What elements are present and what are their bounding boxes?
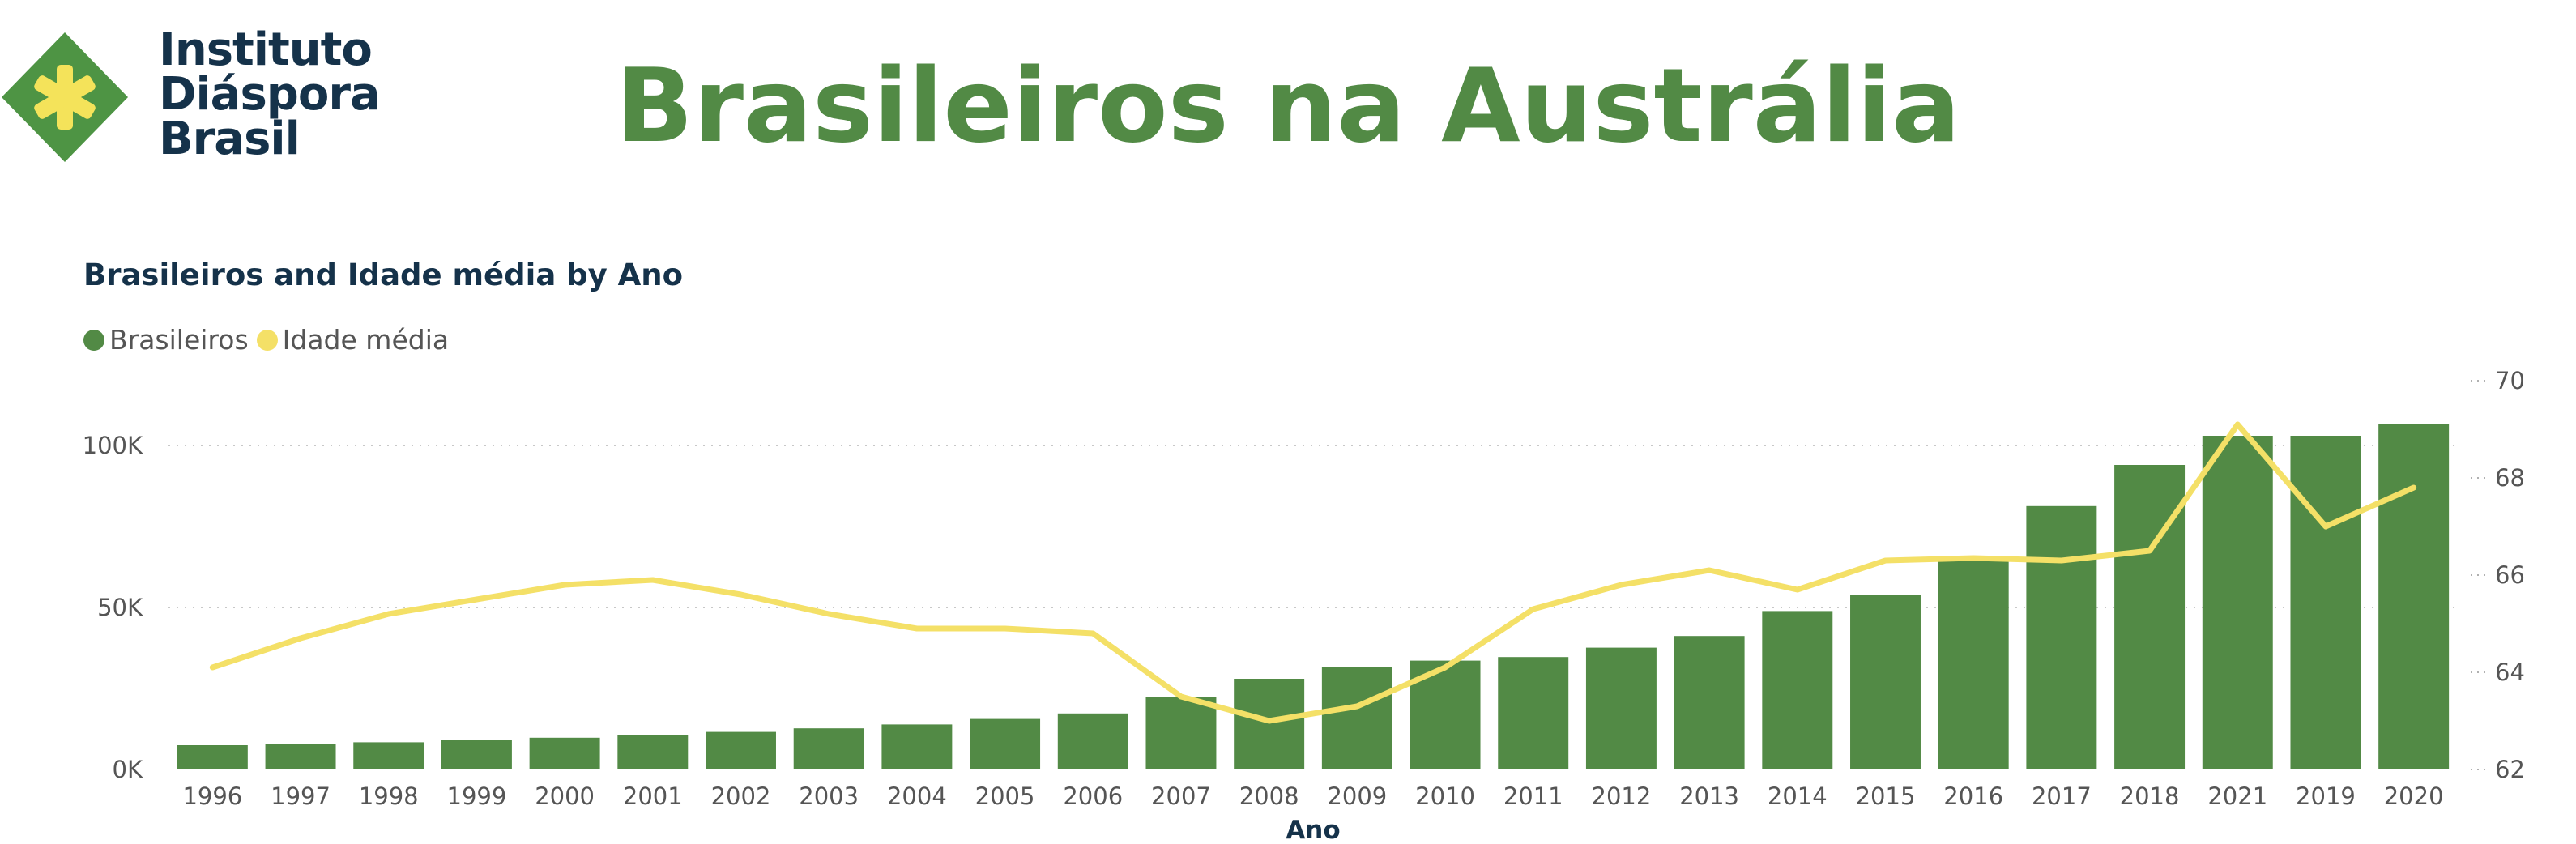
- bar-2012: [1585, 647, 1657, 769]
- bar-2008: [1234, 679, 1305, 769]
- x-tick-label: 2000: [535, 782, 595, 810]
- bar-2019: [2290, 436, 2361, 769]
- x-tick-label: 2018: [2120, 782, 2180, 810]
- bar-2006: [1057, 713, 1128, 769]
- x-tick-label: 2009: [1327, 782, 1387, 810]
- x-tick-label: 2015: [1856, 782, 1916, 810]
- chart-legend: Brasileiros Idade média: [83, 324, 457, 356]
- bar-2001: [617, 735, 689, 769]
- logo-line-3: Brasil: [159, 113, 301, 165]
- x-tick-label: 2020: [2384, 782, 2444, 810]
- bar-1997: [265, 744, 336, 769]
- bar-2005: [970, 718, 1041, 769]
- y-right-tick-label: 66: [2495, 561, 2525, 589]
- y-right-tick-label: 70: [2495, 367, 2525, 394]
- logo-text: Instituto Diáspora Brasil: [159, 23, 381, 165]
- bar-2000: [529, 737, 600, 769]
- bar-2014: [1762, 611, 1833, 769]
- page-title: Brasileiros na Austrália: [615, 46, 1961, 165]
- x-tick-label: 2011: [1503, 782, 1563, 810]
- x-tick-label: 1999: [447, 782, 507, 810]
- bar-2015: [1850, 595, 1921, 769]
- bar-2017: [2026, 505, 2097, 769]
- legend-item-brasileiros[interactable]: Brasileiros: [83, 324, 249, 356]
- x-tick-label: 1998: [359, 782, 419, 810]
- logo-diamond-star-icon: [2, 32, 128, 162]
- x-tick-label: 2007: [1151, 782, 1211, 810]
- bar-1996: [177, 745, 248, 769]
- x-tick-label: 2003: [799, 782, 859, 810]
- bar-2013: [1674, 636, 1745, 769]
- y-left-tick-label: 50K: [97, 594, 143, 621]
- y-right-tick-label: 68: [2495, 464, 2525, 492]
- line-idade-media: [209, 421, 2417, 724]
- bar-2002: [706, 731, 776, 769]
- legend-item-idade-media[interactable]: Idade média: [256, 324, 450, 356]
- y-left-tick-label: 100K: [83, 432, 143, 459]
- y-right-tick-label: 64: [2495, 659, 2525, 686]
- bar-2007: [1145, 697, 1217, 769]
- legend-dot-brasileiros: [83, 329, 104, 351]
- bar-2011: [1498, 657, 1569, 769]
- logo-line-1: Instituto: [159, 23, 373, 76]
- logo-line-2: Diáspora: [159, 68, 381, 121]
- legend-dot-idade-media: [256, 329, 278, 351]
- x-tick-label: 1996: [182, 782, 242, 810]
- bar-2020: [2378, 424, 2450, 769]
- x-tick-label: 2013: [1679, 782, 1739, 810]
- legend-label-brasileiros: Brasileiros: [109, 324, 249, 356]
- x-tick-label: 2014: [1768, 782, 1828, 810]
- x-tick-label: 2010: [1415, 782, 1475, 810]
- x-tick-label: 2005: [975, 782, 1035, 810]
- x-tick-label: 2006: [1063, 782, 1123, 810]
- x-tick-label: 2008: [1239, 782, 1299, 810]
- bar-2016: [1938, 556, 2009, 769]
- x-tick-label: 2017: [2032, 782, 2092, 810]
- bar-1998: [353, 742, 424, 769]
- bar-2003: [793, 728, 864, 769]
- y-right-tick-label: 62: [2495, 756, 2525, 783]
- x-tick-label: 2021: [2207, 782, 2267, 810]
- x-tick-label: 2019: [2296, 782, 2356, 810]
- x-tick-label: 2016: [1943, 782, 2003, 810]
- legend-label-idade-media: Idade média: [282, 324, 450, 356]
- bar-2004: [881, 724, 953, 769]
- bar-2009: [1321, 667, 1392, 769]
- chart-title: Brasileiros and Idade média by Ano: [83, 258, 684, 292]
- x-tick-label: 2002: [711, 782, 771, 810]
- x-tick-label: 2004: [887, 782, 947, 810]
- y-left-tick-label: 0K: [113, 756, 143, 783]
- x-tick-label: 2001: [623, 782, 683, 810]
- bar-1999: [441, 740, 512, 769]
- bar-2021: [2202, 436, 2273, 769]
- x-tick-label: 1997: [271, 782, 331, 810]
- logo: Instituto Diáspora Brasil: [0, 23, 389, 168]
- x-tick-label: 2012: [1592, 782, 1652, 810]
- x-axis-title: Ano: [1286, 816, 1340, 844]
